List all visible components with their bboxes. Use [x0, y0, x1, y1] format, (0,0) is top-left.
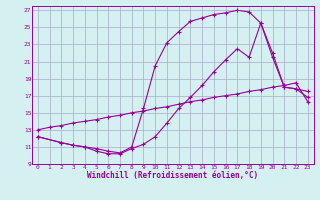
- X-axis label: Windchill (Refroidissement éolien,°C): Windchill (Refroidissement éolien,°C): [87, 171, 258, 180]
